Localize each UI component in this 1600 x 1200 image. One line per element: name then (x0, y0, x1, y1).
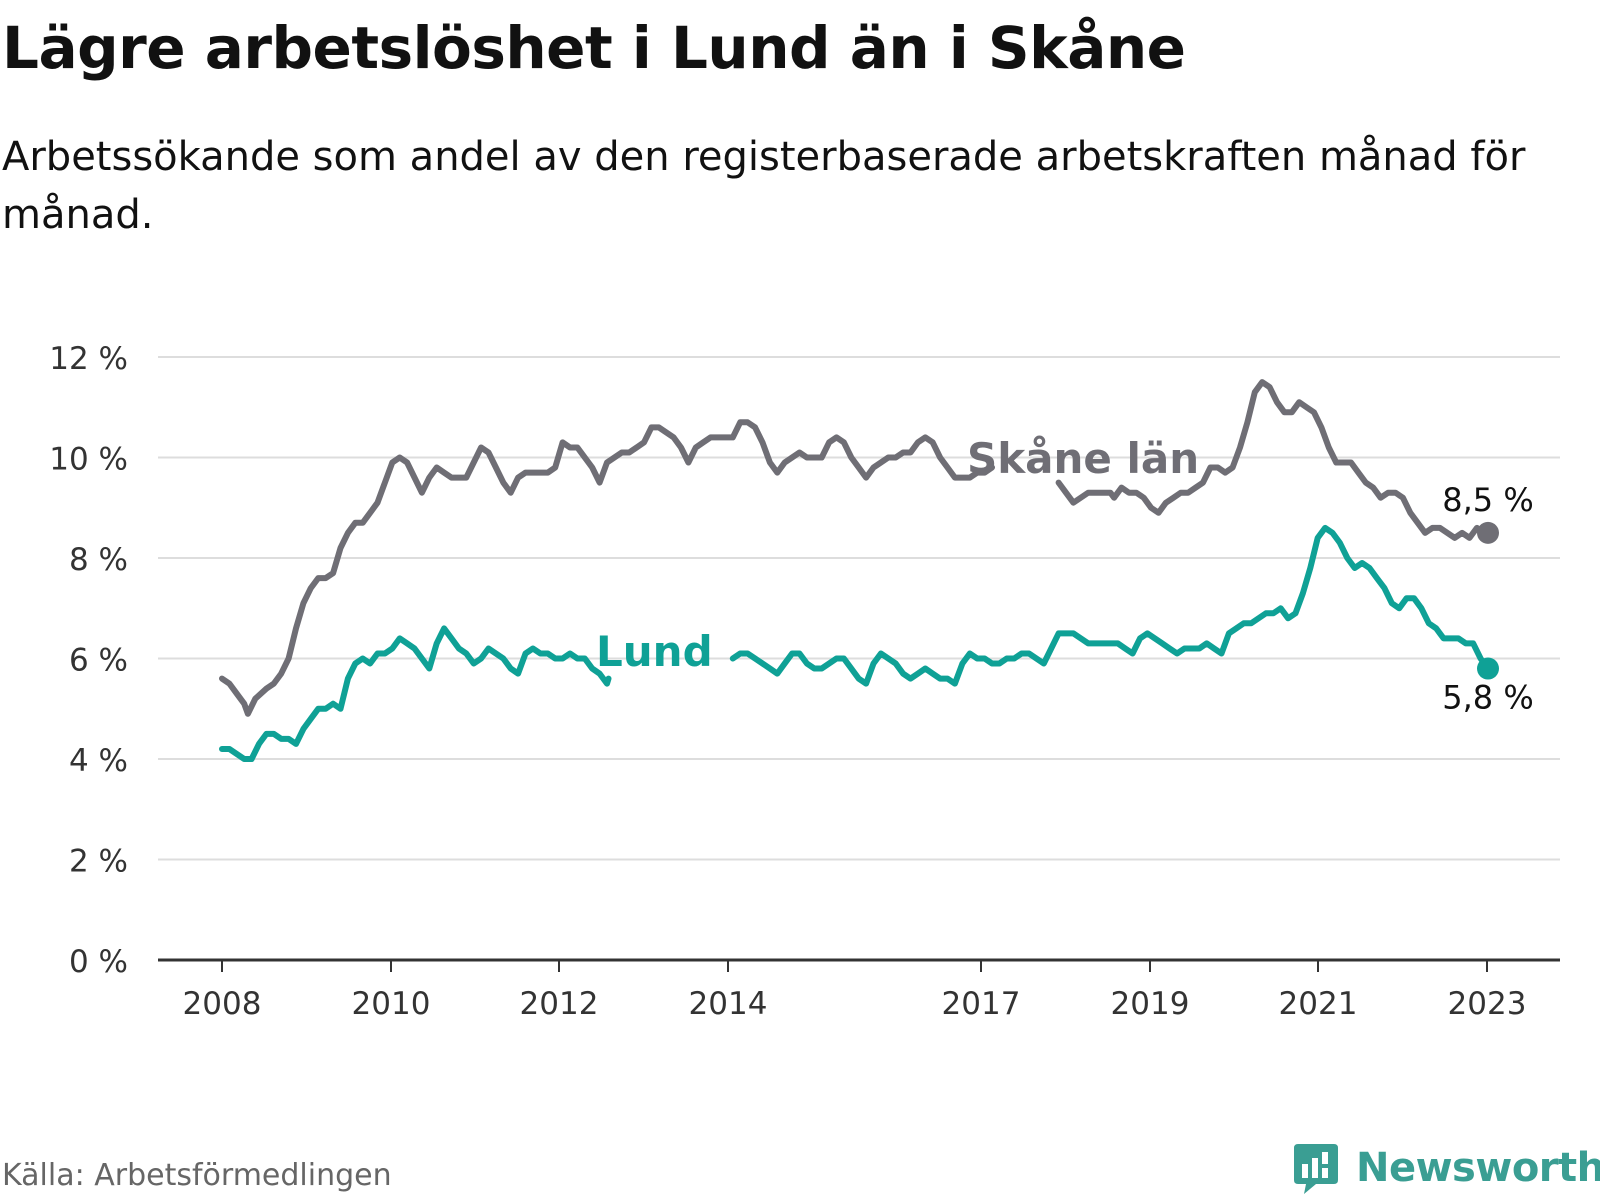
chart-title: Lägre arbetslöshet i Lund än i Skåne (2, 14, 1186, 82)
x-tick-label: 2019 (1111, 986, 1190, 1022)
series-line-skane (219, 419, 995, 717)
y-tick-label: 4 % (69, 743, 128, 779)
series-label-skane: Skåne län (967, 434, 1199, 483)
y-axis-ticks: 0 % 2 % 4 % 6 % 8 % 10 % 12 % (49, 341, 128, 980)
y-tick-label: 6 % (69, 643, 128, 679)
x-axis-ticks: 2008 2010 2012 2014 2017 2019 2021 2023 (183, 960, 1527, 1022)
x-tick-label: 2021 (1279, 986, 1358, 1022)
y-tick-label: 2 % (69, 844, 128, 880)
y-tick-label: 8 % (69, 542, 128, 578)
line-chart: 0 % 2 % 4 % 6 % 8 % 10 % 12 % 2008 2010 2012 2014… (49, 341, 1560, 1022)
end-point-lund (1477, 657, 1499, 680)
x-tick-label: 2008 (183, 986, 262, 1022)
end-point-skane (1477, 521, 1499, 544)
series-labels: 8,5 % 5,8 % Skåne län Lund (596, 434, 1534, 717)
series-line-lund (219, 625, 612, 762)
y-tick-label: 10 % (49, 442, 128, 478)
x-tick-label: 2014 (689, 986, 768, 1022)
brand-name: Newsworthy (1356, 1145, 1600, 1191)
source-note: Källa: Arbetsförmedlingen (2, 1158, 392, 1193)
end-value-label: 8,5 % (1442, 481, 1533, 519)
brand-logo: Newsworthy (1290, 1142, 1600, 1194)
y-tick-label: 0 % (69, 944, 128, 980)
y-tick-label: 12 % (49, 341, 128, 377)
x-tick-label: 2012 (520, 986, 599, 1022)
gridlines (158, 356, 1560, 962)
chart-subtitle: Arbetssökande som andel av den registerb… (2, 134, 1526, 238)
series-line-lund (729, 524, 1491, 687)
bar-chart-speech-bubble-icon (1294, 1144, 1338, 1194)
series-label-lund: Lund (596, 627, 713, 676)
x-tick-label: 2023 (1448, 986, 1527, 1022)
series-lines (219, 379, 1499, 762)
x-tick-label: 2010 (352, 986, 431, 1022)
end-value-label: 5,8 % (1442, 679, 1533, 717)
series-line-skane (1055, 379, 1491, 541)
x-tick-label: 2017 (942, 986, 1021, 1022)
